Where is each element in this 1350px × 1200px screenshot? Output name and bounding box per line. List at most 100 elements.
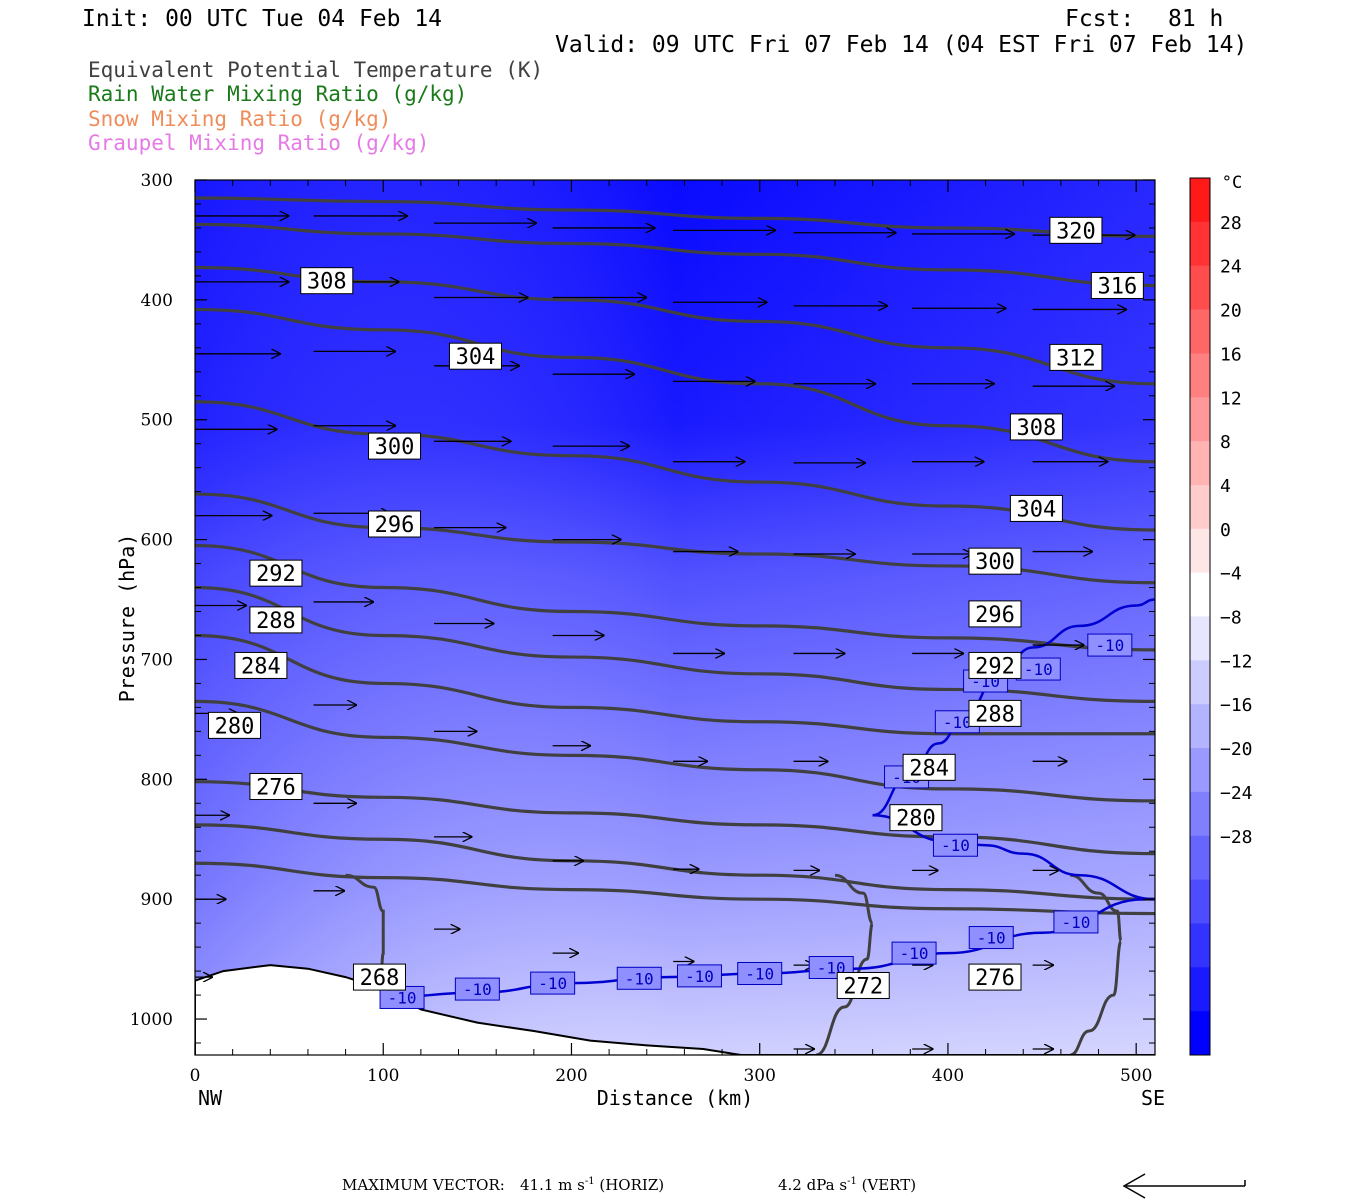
colorbar-swatch (1190, 835, 1210, 881)
temp-contour-minus10-upper (872, 814, 1155, 901)
max-vector-horiz: 41.1 m s-1 (HORIZ) (520, 1176, 665, 1194)
colorbar-swatch (1190, 265, 1210, 311)
temp-label: -10 (463, 980, 492, 999)
y-tick-label: 800 (141, 770, 173, 790)
temp-label: -10 (1095, 636, 1124, 655)
colorbar-label: −12 (1220, 651, 1253, 672)
temp-label: -10 (625, 969, 654, 988)
colorbar-label: −20 (1220, 739, 1253, 760)
legend-theta-e: Equivalent Potential Temperature (K) (88, 58, 544, 82)
y-tick-label: 300 (141, 171, 173, 191)
x-tick-label: 100 (367, 1066, 399, 1086)
theta-e-label-box (249, 606, 303, 634)
theta-e-label: 308 (1017, 416, 1057, 441)
theta-e-label: 268 (360, 966, 400, 991)
theta-e-label-box (1049, 216, 1103, 244)
forecast-hour: 81 h (1168, 6, 1224, 32)
x-tick-label: 500 (1120, 1066, 1152, 1086)
theta-e-contour-304 (195, 400, 1155, 532)
theta-e-label: 284 (241, 654, 281, 679)
legend-rain: Rain Water Mixing Ratio (g/kg) (88, 82, 468, 106)
theta-e-contour-272-curve (815, 873, 875, 1055)
temp-label-box (737, 961, 783, 985)
temp-label: -10 (685, 967, 714, 986)
theta-e-label-box (249, 559, 303, 587)
colorbar-swatch (1190, 397, 1210, 442)
colorbar-label: −28 (1220, 827, 1253, 848)
theta-e-contour-320 (195, 196, 1155, 238)
legend-snow: Snow Mixing Ratio (g/kg) (88, 107, 392, 131)
colorbar-swatch (1190, 660, 1210, 705)
temp-label: -10 (900, 944, 929, 963)
theta-e-label: 304 (1017, 497, 1057, 522)
theta-e-label: 280 (896, 807, 936, 832)
colorbar-label: 28 (1220, 213, 1242, 234)
theta-e-label-box (902, 753, 956, 781)
y-axis-label: Pressure (hPa) (115, 534, 139, 703)
theta-e-contour-296 (195, 543, 1155, 652)
theta-e-label-box (968, 963, 1022, 991)
theta-e-label: 312 (1056, 346, 1096, 371)
max-vector-vert: 4.2 dPa s-1 (VERT) (778, 1176, 917, 1194)
y-tick-label: 700 (141, 650, 173, 670)
forecast-label: Fcst: (1065, 6, 1135, 32)
colorbar-swatch (1190, 791, 1210, 837)
temp-label: -10 (943, 713, 972, 732)
plot-frame (194, 179, 1156, 1056)
y-tick-label: 900 (141, 890, 173, 910)
theta-e-label: 320 (1056, 219, 1096, 244)
terrain (195, 964, 1155, 1055)
temp-label: -10 (941, 836, 970, 855)
theta-e-label-box (1009, 494, 1063, 522)
temp-label-box (1087, 633, 1133, 657)
theta-e-contour-284 (195, 699, 1155, 803)
x-tick-label: 200 (555, 1066, 587, 1086)
colorbar-label: 0 (1220, 520, 1231, 541)
theta-e-contour-308 (195, 307, 1155, 464)
y-tick-label: 500 (141, 411, 173, 431)
temp-label: -10 (977, 929, 1006, 948)
theta-e-contour-276 (195, 823, 1155, 901)
theta-e-label-box (208, 711, 262, 739)
theta-e-label: 308 (307, 270, 347, 295)
theta-e-label: 288 (975, 702, 1015, 727)
temp-label: -10 (538, 974, 567, 993)
temp-label: -10 (388, 988, 417, 1007)
temp-label-box (1053, 910, 1099, 934)
colorbar-swatch (1190, 748, 1210, 793)
theta-e-label-box (368, 432, 422, 460)
theta-e-label: 280 (215, 714, 255, 739)
theta-e-label: 296 (975, 603, 1015, 628)
theta-e-label: 292 (256, 562, 296, 587)
vector-key (1122, 1173, 1246, 1199)
temp-label-box (676, 964, 722, 988)
temp-label: -10 (1061, 913, 1090, 932)
theta-e-label-box (352, 963, 406, 991)
theta-e-label: 284 (909, 756, 949, 781)
x-tick-label: 400 (932, 1066, 964, 1086)
y-tick-label: 400 (141, 291, 173, 311)
colorbar-frame (1189, 177, 1211, 1056)
theta-e-label: 296 (375, 513, 415, 538)
colorbar-swatch (1190, 704, 1210, 749)
colorbar-swatch (1190, 441, 1210, 486)
theta-e-label-box (1009, 413, 1063, 441)
theta-e-label-box (968, 699, 1022, 727)
theta-e-label: 300 (975, 550, 1015, 575)
colorbar-swatch (1190, 309, 1210, 354)
colorbar-label: 4 (1220, 476, 1231, 497)
colorbar-swatch (1190, 616, 1210, 661)
theta-e-contour-280 (195, 780, 1155, 856)
x-axis-label: Distance (km) (597, 1086, 754, 1110)
theta-e-label: 304 (456, 345, 496, 370)
theta-e-label-box (889, 804, 943, 832)
colorbar-swatch (1190, 967, 1210, 1012)
x-end-label-left: NW (198, 1086, 223, 1110)
theta-e-label-box (836, 971, 890, 999)
y-tick-label: 600 (141, 531, 173, 551)
valid-time: Valid: 09 UTC Fri 07 Feb 14 (04 EST Fri … (555, 32, 1248, 58)
colorbar-swatch (1190, 528, 1210, 574)
theta-e-label: 300 (375, 435, 415, 460)
colorbar-label: −16 (1220, 695, 1253, 716)
